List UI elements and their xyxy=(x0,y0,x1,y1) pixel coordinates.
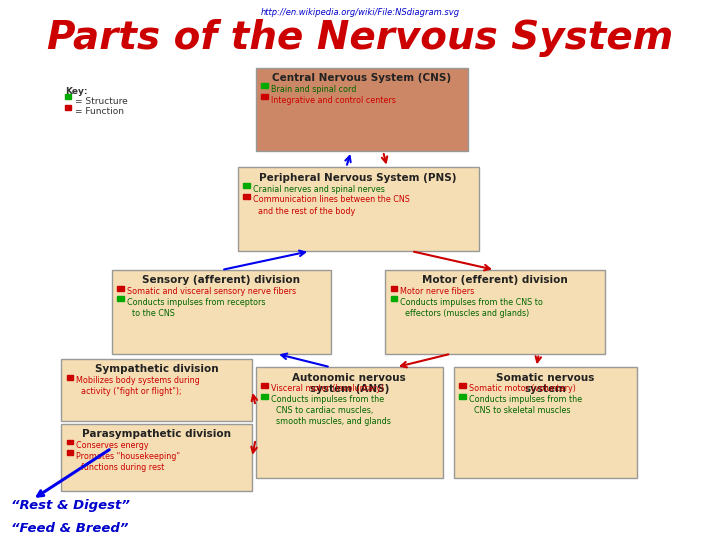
Bar xyxy=(261,394,268,399)
FancyBboxPatch shape xyxy=(112,270,331,354)
Text: “Feed & Breed”: “Feed & Breed” xyxy=(11,522,128,535)
Text: Motor (efferent) division: Motor (efferent) division xyxy=(422,275,568,286)
Bar xyxy=(261,94,268,99)
Bar xyxy=(243,194,250,199)
FancyBboxPatch shape xyxy=(61,359,252,421)
Bar xyxy=(117,286,124,291)
Bar xyxy=(243,183,250,188)
Text: = Structure: = Structure xyxy=(75,97,127,106)
Text: Mobilizes body systems during
  activity ("fight or flight");: Mobilizes body systems during activity (… xyxy=(76,376,200,396)
Text: Conducts impulses from receptors
  to the CNS: Conducts impulses from receptors to the … xyxy=(127,298,265,318)
FancyBboxPatch shape xyxy=(454,367,637,478)
FancyBboxPatch shape xyxy=(238,167,479,251)
Text: Somatic nervous
system: Somatic nervous system xyxy=(496,373,595,394)
Bar xyxy=(391,286,397,291)
Text: Somatic motor (voluntary): Somatic motor (voluntary) xyxy=(469,384,575,394)
Bar xyxy=(65,94,71,99)
Text: Parasympathetic division: Parasympathetic division xyxy=(82,429,231,440)
Text: Sensory (afferent) division: Sensory (afferent) division xyxy=(143,275,300,286)
Text: Parts of the Nervous System: Parts of the Nervous System xyxy=(47,19,673,57)
Text: Key:: Key: xyxy=(65,87,87,97)
Text: “Rest & Digest”: “Rest & Digest” xyxy=(11,500,130,512)
Text: Central Nervous System (CNS): Central Nervous System (CNS) xyxy=(272,73,451,83)
Text: Brain and spinal cord: Brain and spinal cord xyxy=(271,85,356,94)
Bar xyxy=(261,83,268,88)
FancyBboxPatch shape xyxy=(385,270,605,354)
Text: Somatic and visceral sensory nerve fibers: Somatic and visceral sensory nerve fiber… xyxy=(127,287,296,296)
Text: Autonomic nervous
system (ANS): Autonomic nervous system (ANS) xyxy=(292,373,406,394)
Text: Conducts impulses from the
  CNS to skeletal muscles: Conducts impulses from the CNS to skelet… xyxy=(469,395,582,415)
Text: Cranial nerves and spinal nerves: Cranial nerves and spinal nerves xyxy=(253,185,384,194)
Text: Visceral motor (Involuntary): Visceral motor (Involuntary) xyxy=(271,384,384,394)
Text: Motor nerve fibers: Motor nerve fibers xyxy=(400,287,474,296)
Text: Conducts impulses from the
  CNS to cardiac muscles,
  smooth muscles, and gland: Conducts impulses from the CNS to cardia… xyxy=(271,395,390,427)
Bar xyxy=(391,296,397,301)
Bar xyxy=(459,394,466,399)
Bar xyxy=(67,440,73,444)
Text: http://en.wikipedia.org/wiki/File:NSdiagram.svg: http://en.wikipedia.org/wiki/File:NSdiag… xyxy=(261,8,459,17)
Text: Conserves energy: Conserves energy xyxy=(76,441,149,450)
FancyBboxPatch shape xyxy=(61,424,252,491)
FancyBboxPatch shape xyxy=(256,68,468,151)
FancyBboxPatch shape xyxy=(256,367,443,478)
Bar xyxy=(459,383,466,388)
Text: Peripheral Nervous System (PNS): Peripheral Nervous System (PNS) xyxy=(259,173,457,183)
Bar xyxy=(65,105,71,110)
Text: Promotes "housekeeping"
  functions during rest: Promotes "housekeeping" functions during… xyxy=(76,452,180,472)
Text: Communication lines between the CNS
  and the rest of the body: Communication lines between the CNS and … xyxy=(253,195,410,215)
Text: Sympathetic division: Sympathetic division xyxy=(95,364,218,375)
Text: Integrative and control centers: Integrative and control centers xyxy=(271,96,395,105)
Bar xyxy=(261,383,268,388)
Bar xyxy=(67,450,73,455)
Text: Conducts impulses from the CNS to
  effectors (muscles and glands): Conducts impulses from the CNS to effect… xyxy=(400,298,543,318)
Bar xyxy=(67,375,73,380)
Bar xyxy=(117,296,124,301)
Text: = Function: = Function xyxy=(75,107,124,117)
